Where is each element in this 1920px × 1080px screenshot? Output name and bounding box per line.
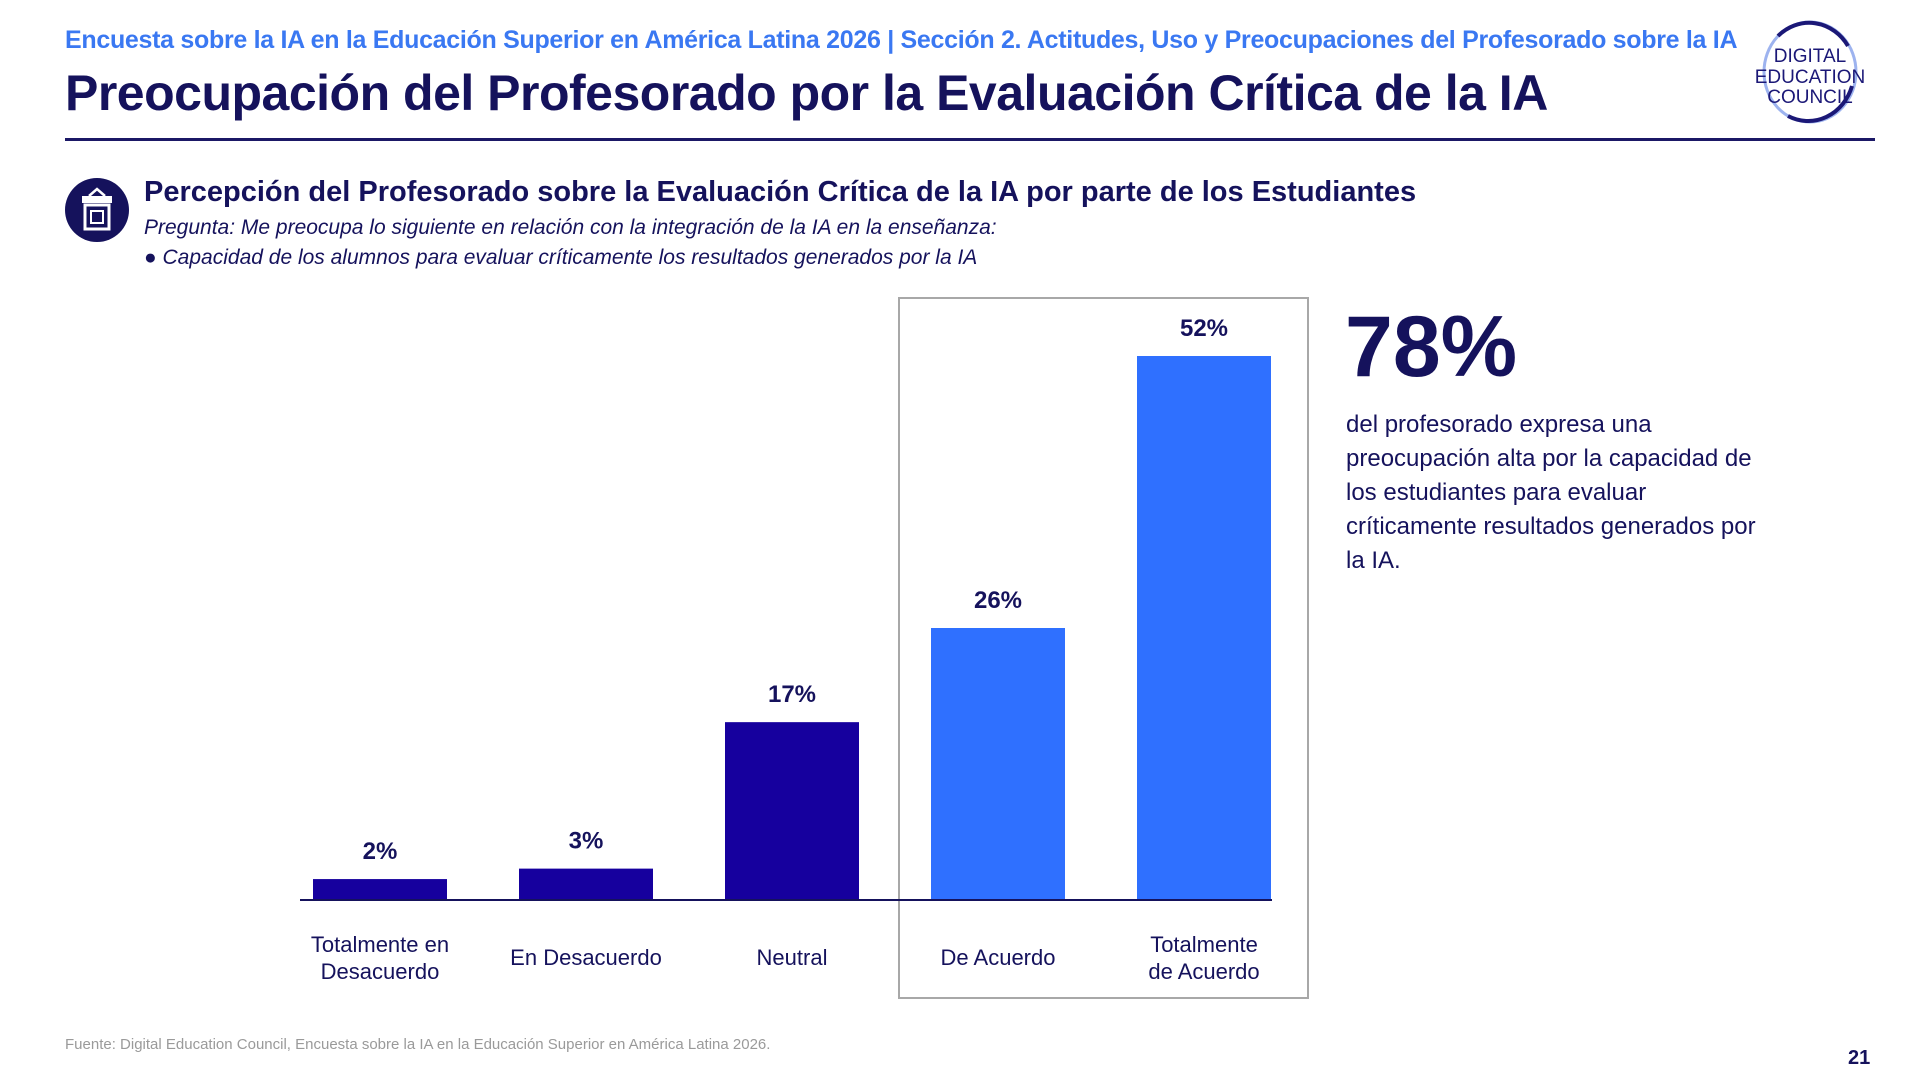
logo-text-education: EDUCATION — [1755, 67, 1865, 88]
logo-text-council: COUNCIL — [1767, 87, 1853, 108]
data-label: 52% — [1180, 315, 1228, 342]
page-number: 21 — [1848, 1047, 1871, 1069]
survey-item: ● Capacidad de los alumnos para evaluar … — [144, 246, 978, 269]
source-note: Fuente: Digital Education Council, Encue… — [65, 1036, 771, 1053]
category-label: de Acuerdo — [1148, 959, 1259, 984]
agree-highlight-box — [898, 297, 1309, 999]
category-label: Desacuerdo — [321, 959, 440, 984]
bar — [1137, 356, 1271, 900]
survey-question: Pregunta: Me preocupa lo siguiente en re… — [144, 216, 997, 239]
data-label: 3% — [569, 828, 604, 855]
category-label: En Desacuerdo — [510, 945, 662, 970]
logo-text-digital: DIGITAL — [1774, 46, 1847, 67]
page-title: Preocupación del Profesorado por la Eval… — [65, 65, 1548, 121]
report-kicker: Encuesta sobre la IA en la Educación Sup… — [65, 26, 1738, 54]
callout-text: del profesorado expresa una preocupación… — [1346, 411, 1756, 574]
digital-education-council-logo: DIGITAL EDUCATION COUNCIL — [1755, 20, 1865, 124]
bar — [725, 722, 859, 900]
callout-value: 78% — [1345, 299, 1518, 395]
bar — [519, 868, 653, 900]
bar — [313, 879, 447, 900]
data-label: 17% — [768, 681, 816, 708]
title-divider — [65, 138, 1875, 141]
category-label: Totalmente en — [311, 932, 449, 957]
bar — [931, 628, 1065, 900]
category-label: Neutral — [757, 945, 828, 970]
data-label: 2% — [363, 838, 398, 865]
category-label: Totalmente — [1150, 932, 1258, 957]
category-label: De Acuerdo — [941, 945, 1056, 970]
podium-icon — [65, 178, 129, 242]
section-title: Percepción del Profesorado sobre la Eval… — [144, 176, 1417, 208]
data-label: 26% — [974, 587, 1022, 614]
